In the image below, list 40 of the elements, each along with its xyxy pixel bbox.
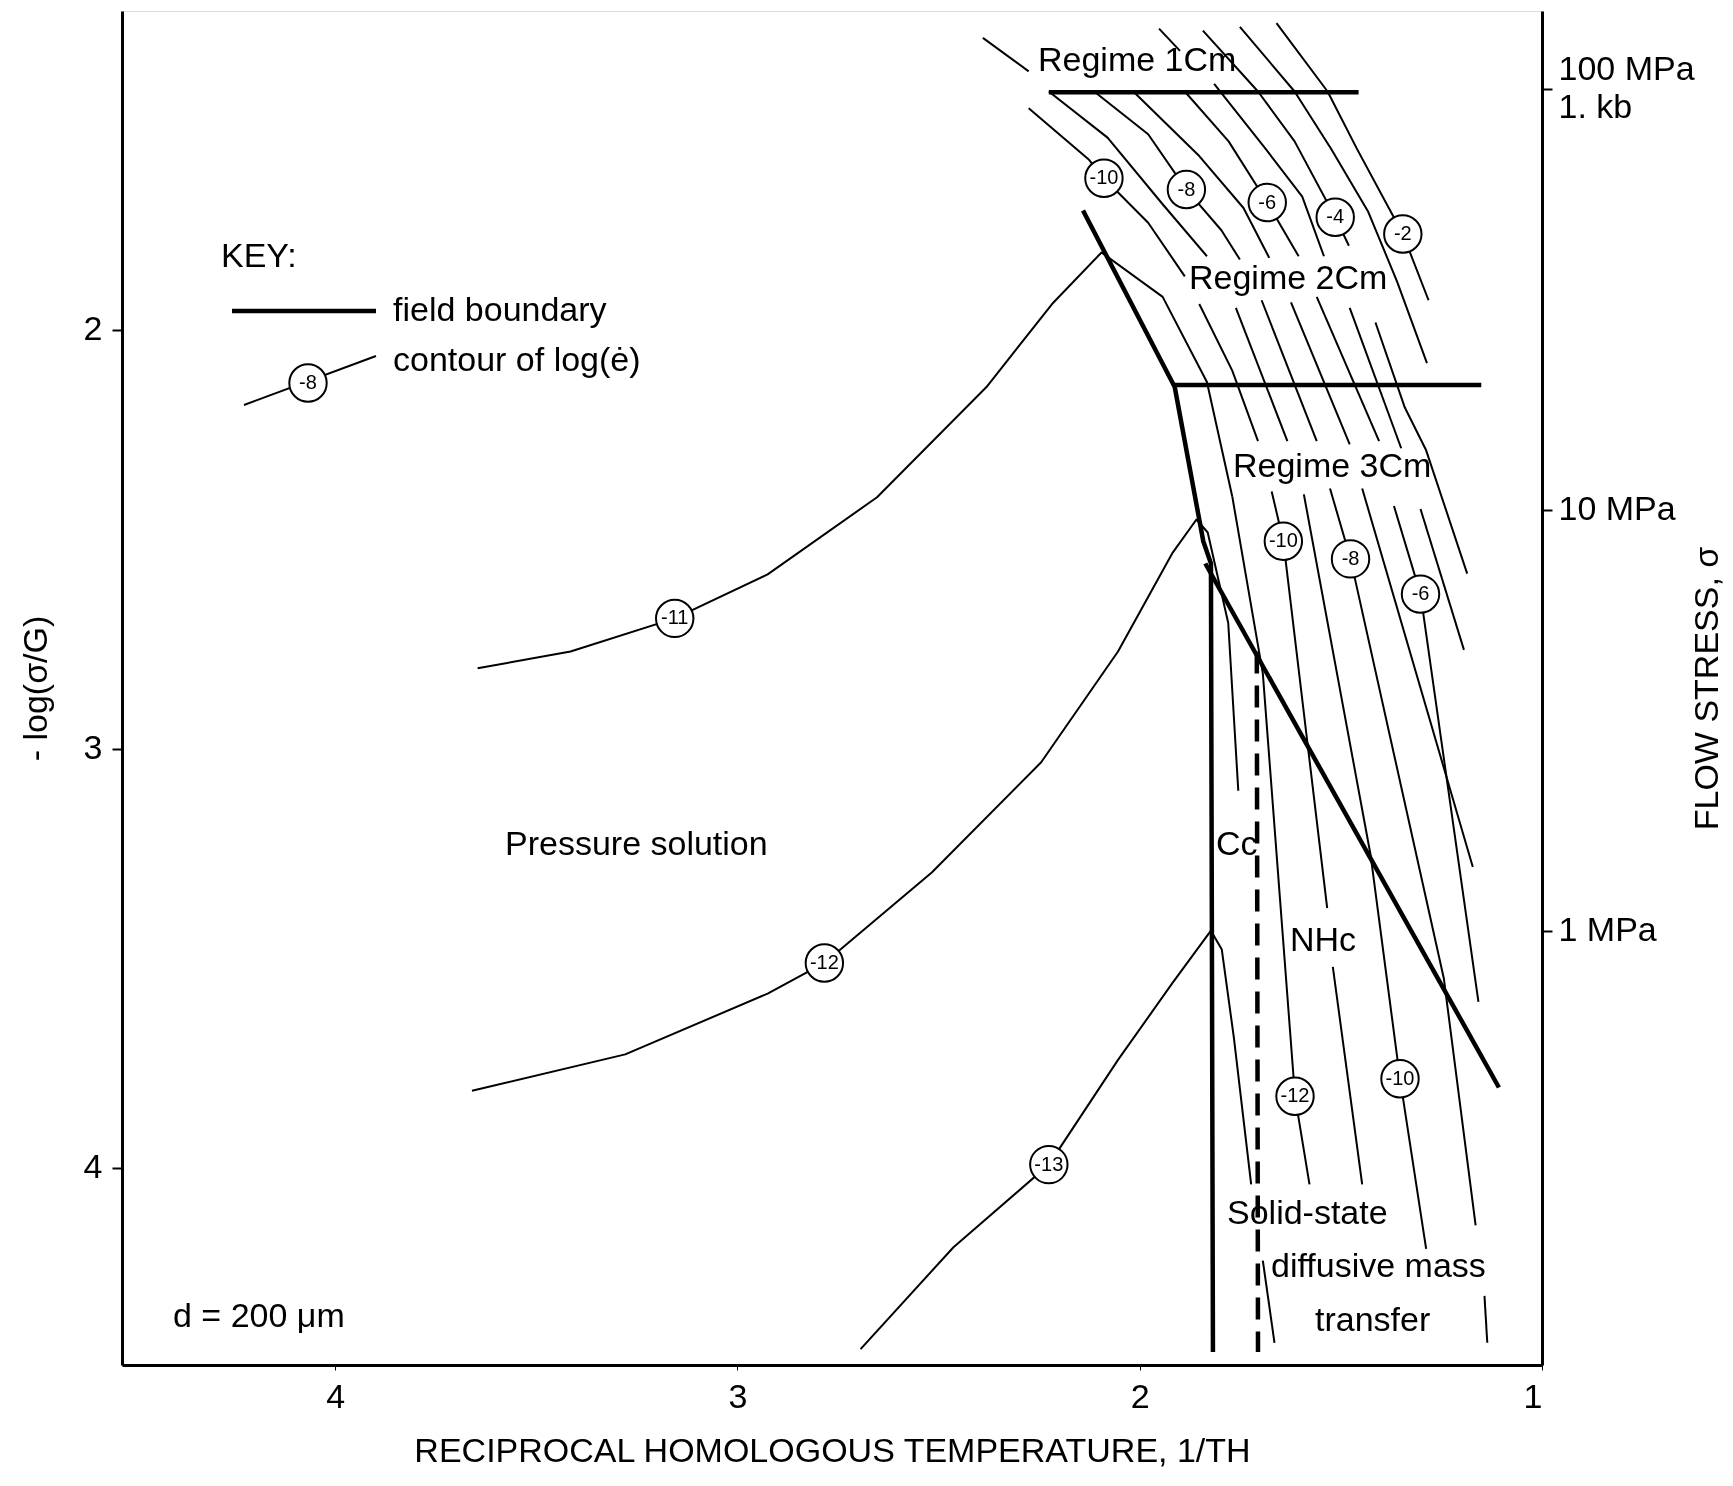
annotation: -10 (1385, 1066, 1415, 1089)
annotation: NHc (1290, 920, 1357, 958)
x-tick-label: 4 (326, 1376, 346, 1415)
annotation: -8 (1177, 177, 1196, 200)
legend-label: field boundary (393, 290, 607, 328)
legend-title: KEY: (221, 236, 297, 274)
x-tick-label: 1 (1523, 1376, 1543, 1415)
annotation: -10 (1268, 529, 1298, 552)
annotation: -13 (1034, 1152, 1064, 1175)
annotation: Regime 2Cm (1189, 258, 1388, 296)
y2-tick-label: 100 MPa 1. kb (1558, 49, 1695, 126)
y2-tick-label: 10 MPa (1558, 489, 1676, 528)
y2-axis-title: FLOW STRESS, σ (1686, 546, 1725, 831)
y-tick-label: 3 (83, 728, 103, 767)
annotation: -12 (1280, 1084, 1310, 1107)
annotation: -6 (1411, 582, 1430, 605)
annotation: Solid-state (1227, 1193, 1388, 1231)
annotation: transfer (1315, 1300, 1431, 1338)
y-tick-label: 4 (83, 1147, 103, 1186)
y-axis-title: - log(σ/G) (15, 615, 54, 762)
annotation: -8 (1341, 546, 1360, 569)
annotation: -2 (1393, 222, 1412, 245)
x-tick-label: 2 (1130, 1376, 1150, 1415)
annotation: -12 (809, 950, 839, 973)
annotation: d = 200 μm (173, 1296, 345, 1334)
annotation: -4 (1326, 205, 1345, 228)
y-tick-label: 2 (83, 309, 103, 348)
annotation: diffusive mass (1271, 1246, 1486, 1284)
annotation: -10 (1089, 166, 1119, 189)
annotation: -8 (299, 371, 317, 393)
annotation: -6 (1258, 190, 1277, 213)
y2-tick-label: 1 MPa (1558, 910, 1657, 949)
annotation: Regime 3Cm (1233, 446, 1432, 484)
x-axis-title: RECIPROCAL HOMOLOGOUS TEMPERATURE, 1/TH (414, 1430, 1251, 1469)
annotation: -11 (661, 606, 689, 629)
legend-label: contour of log(ė) (393, 340, 641, 378)
annotation: Pressure solution (505, 824, 768, 862)
annotation: Cc (1216, 824, 1258, 862)
annotation: Regime 1Cm (1038, 40, 1237, 78)
x-tick-label: 3 (728, 1376, 748, 1415)
